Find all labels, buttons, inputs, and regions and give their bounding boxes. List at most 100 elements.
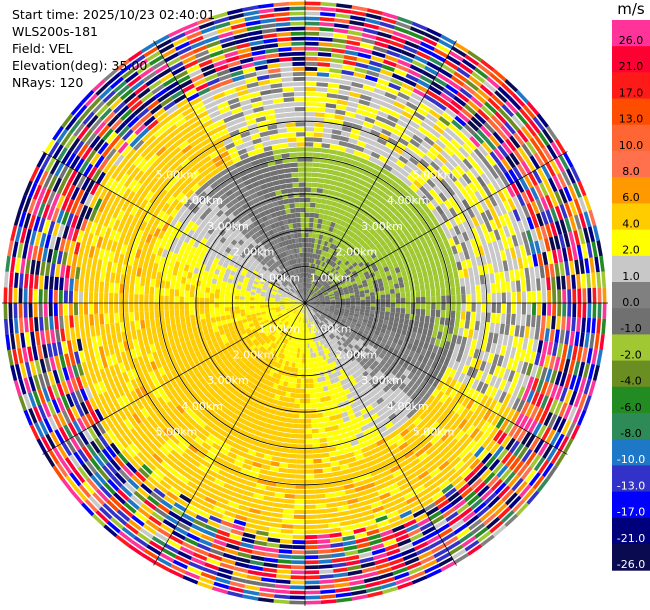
velocity-gate	[346, 190, 354, 197]
velocity-gate	[194, 410, 204, 419]
velocity-gate	[597, 303, 602, 319]
velocity-gate	[419, 411, 429, 421]
velocity-gate	[153, 487, 166, 499]
velocity-gate	[409, 170, 420, 180]
velocity-gate	[554, 371, 563, 386]
velocity-gate	[566, 275, 571, 290]
velocity-gate	[295, 393, 301, 399]
velocity-gate	[415, 407, 425, 417]
velocity-gate	[328, 73, 342, 79]
velocity-gate	[186, 504, 200, 514]
velocity-gate	[309, 332, 313, 338]
velocity-gate	[272, 399, 279, 405]
velocity-gate	[448, 196, 457, 207]
velocity-gate	[277, 400, 284, 407]
velocity-gate	[318, 293, 323, 297]
velocity-gate	[305, 424, 312, 429]
velocity-gate	[514, 413, 525, 427]
velocity-gate	[360, 191, 368, 198]
velocity-gate	[229, 496, 241, 504]
velocity-gate	[453, 370, 462, 381]
velocity-gate	[348, 314, 354, 319]
velocity-gate	[305, 132, 314, 137]
velocity-gate	[225, 332, 232, 338]
velocity-gate	[385, 119, 397, 128]
velocity-gate	[495, 282, 501, 293]
velocity-gate	[509, 324, 515, 336]
velocity-gate	[237, 344, 244, 351]
velocity-gate	[476, 418, 487, 430]
velocity-gate	[534, 327, 540, 340]
velocity-gate	[295, 388, 301, 394]
velocity-gate	[439, 503, 453, 514]
velocity-gate	[362, 514, 375, 522]
velocity-gate	[131, 368, 139, 379]
velocity-gate	[490, 114, 503, 128]
velocity-gate	[443, 449, 455, 460]
velocity-gate	[435, 234, 443, 244]
velocity-gate	[467, 218, 475, 230]
velocity-gate	[250, 503, 262, 510]
velocity-gate	[370, 469, 381, 477]
velocity-gate	[348, 413, 357, 421]
velocity-gate	[315, 92, 328, 98]
velocity-gate	[56, 462, 68, 478]
velocity-gate	[300, 327, 303, 333]
velocity-gate	[500, 468, 512, 482]
velocity-gate	[125, 446, 137, 458]
velocity-gate	[537, 290, 542, 303]
velocity-gate	[274, 594, 290, 600]
velocity-gate	[330, 180, 338, 186]
velocity-gate	[337, 386, 344, 393]
velocity-gate	[242, 321, 249, 327]
velocity-gate	[319, 285, 324, 290]
velocity-gate	[348, 335, 354, 341]
velocity-gate	[376, 519, 390, 528]
velocity-gate	[194, 547, 210, 557]
velocity-gate	[327, 335, 332, 341]
velocity-gate	[343, 252, 349, 258]
velocity-gate	[453, 270, 459, 280]
velocity-gate	[240, 329, 247, 335]
velocity-gate	[462, 220, 471, 232]
velocity-gate	[402, 361, 410, 369]
velocity-gate	[394, 189, 403, 198]
velocity-gate	[549, 159, 561, 175]
velocity-gate	[492, 354, 500, 366]
velocity-gate	[503, 471, 516, 485]
velocity-gate	[440, 222, 449, 232]
velocity-gate	[223, 359, 231, 367]
velocity-gate	[324, 421, 332, 428]
velocity-gate	[229, 581, 246, 589]
velocity-gate	[143, 479, 156, 491]
velocity-gate	[344, 49, 359, 56]
velocity-gate	[307, 273, 310, 279]
velocity-gate	[315, 275, 319, 281]
velocity-gate	[467, 99, 480, 112]
velocity-gate	[360, 37, 376, 45]
velocity-gate	[535, 226, 543, 241]
velocity-gate	[126, 370, 135, 381]
velocity-gate	[458, 418, 468, 430]
velocity-gate	[224, 352, 232, 360]
velocity-gate	[244, 366, 251, 374]
velocity-gate	[345, 270, 352, 276]
velocity-gate	[361, 472, 372, 480]
velocity-gate	[350, 300, 356, 303]
velocity-gate	[305, 509, 316, 514]
velocity-gate	[448, 237, 456, 247]
velocity-gate	[435, 288, 441, 297]
velocity-gate	[291, 325, 295, 331]
velocity-gate	[242, 463, 252, 471]
velocity-gate	[332, 313, 338, 318]
velocity-gate	[315, 288, 320, 293]
velocity-gate	[365, 404, 374, 412]
velocity-gate	[316, 72, 330, 77]
velocity-gate	[85, 460, 97, 474]
velocity-gate	[260, 323, 266, 329]
velocity-gate	[318, 323, 323, 329]
velocity-gate	[318, 351, 323, 357]
velocity-gate	[333, 264, 339, 270]
velocity-gate	[79, 388, 89, 402]
velocity-gate	[153, 399, 162, 410]
